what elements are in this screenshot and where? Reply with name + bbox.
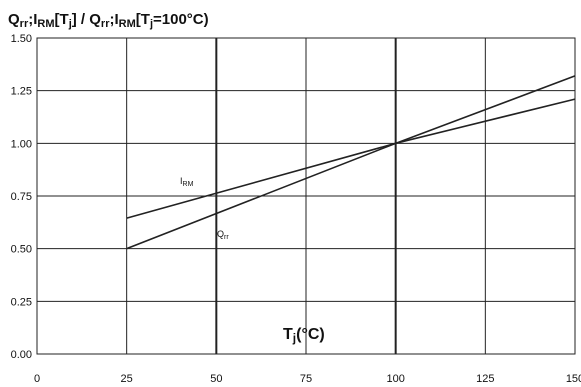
y-tick-label: 0.00 <box>11 349 32 361</box>
chart-title-part: [T <box>55 11 69 28</box>
x-tick-label: 75 <box>300 373 312 385</box>
y-tick-label: 0.75 <box>11 191 32 203</box>
chart-title-sub: rr <box>101 18 110 30</box>
chart-title-part: ;I <box>109 11 118 28</box>
series-label: Qrr <box>217 229 229 241</box>
y-tick-label: 1.00 <box>11 138 32 150</box>
x-tick-label: 150 <box>566 373 581 385</box>
chart-title-sub: RM <box>119 18 136 30</box>
chart-title-sub: rr <box>20 18 29 30</box>
x-axis-label-part: T <box>283 326 293 343</box>
chart-title-part: ;I <box>28 11 37 28</box>
x-tick-label: 0 <box>34 373 40 385</box>
series-line <box>126 98 576 219</box>
chart-title-sub: j <box>68 18 72 30</box>
x-axis-label-sub: j <box>292 331 296 345</box>
x-tick-label: 125 <box>476 373 494 385</box>
chart-title-sub: RM <box>37 18 54 30</box>
chart-title-part: ] / Q <box>72 11 101 28</box>
y-tick-label: 1.25 <box>11 86 32 98</box>
x-axis-label: Tj(°C) <box>283 326 325 345</box>
series-line <box>126 75 576 250</box>
series-label-sub: rr <box>224 234 229 241</box>
x-axis-label-part: (°C) <box>296 326 325 343</box>
chart-title-part: =100°C) <box>153 11 209 28</box>
series-label-sub: RM <box>183 181 194 188</box>
chart-title-sub: j <box>149 18 153 30</box>
series-label-part: Q <box>217 229 224 239</box>
y-tick-label: 1.50 <box>11 33 32 45</box>
chart-title-part: Q <box>8 11 20 28</box>
plot-border <box>36 37 576 355</box>
x-tick-label: 50 <box>210 373 222 385</box>
series-label-part: I <box>180 176 183 186</box>
chart-title: Qrr;IRM[Tj] / Qrr;IRM[Tj=100°C) <box>8 11 209 30</box>
series-label: IRM <box>180 176 194 188</box>
y-tick-label: 0.25 <box>11 296 32 308</box>
x-tick-label: 25 <box>121 373 133 385</box>
chart-title-part: [T <box>136 11 150 28</box>
x-tick-label: 100 <box>386 373 404 385</box>
y-tick-label: 0.50 <box>11 244 32 256</box>
